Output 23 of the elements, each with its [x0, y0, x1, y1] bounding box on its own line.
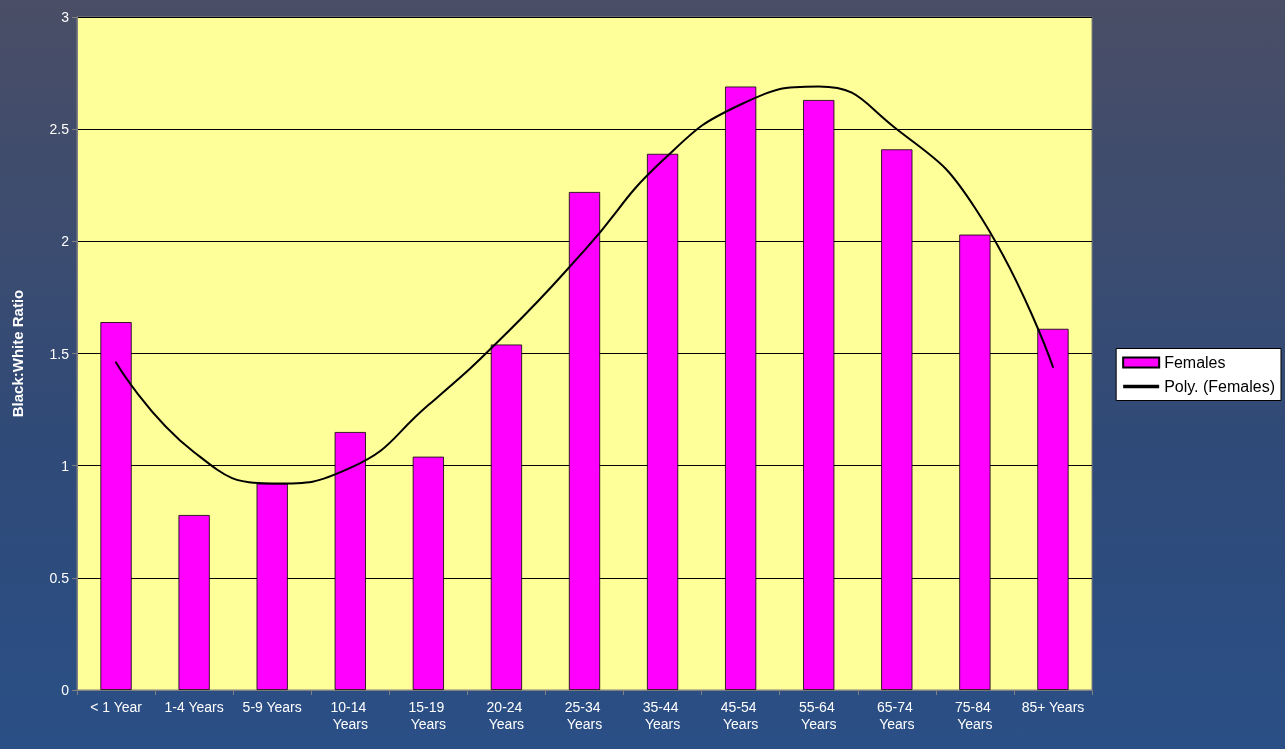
y-tick-label: 0 [61, 682, 70, 698]
legend-label: Poly. (Females) [1164, 378, 1276, 395]
x-tick-label: 35-44 Years [642, 698, 683, 732]
x-tick-label: < 1 Year [90, 698, 143, 715]
y-tick-label: 3 [61, 9, 70, 25]
x-tick-label: 65-74 Years [876, 698, 917, 732]
x-tick-label: 55-64 Years [798, 698, 839, 732]
x-tick-label: 15-19 Years [408, 698, 449, 732]
x-tick-label: 10-14 Years [330, 698, 371, 732]
x-tick-label: 1-4 Years [164, 698, 224, 715]
x-tick-label: 5-9 Years [242, 698, 302, 715]
legend-label: Females [1164, 354, 1226, 371]
x-tick-label: 85+ Years [1021, 698, 1085, 715]
y-tick-label: 2 [61, 233, 70, 250]
x-tick-label: 45-54 Years [720, 698, 761, 732]
y-tick-label: 1 [61, 457, 70, 474]
y-tick-label: 2.5 [49, 121, 70, 138]
y-tick-label: 1.5 [49, 345, 70, 362]
y-axis-title: Black:White Ratio [9, 289, 26, 418]
x-tick-label: 75-84 Years [955, 698, 995, 732]
x-tick-label: 25-34 Years [564, 698, 605, 732]
x-tick-label: 20-24 Years [486, 698, 527, 732]
y-tick-label: 0.5 [49, 569, 70, 586]
